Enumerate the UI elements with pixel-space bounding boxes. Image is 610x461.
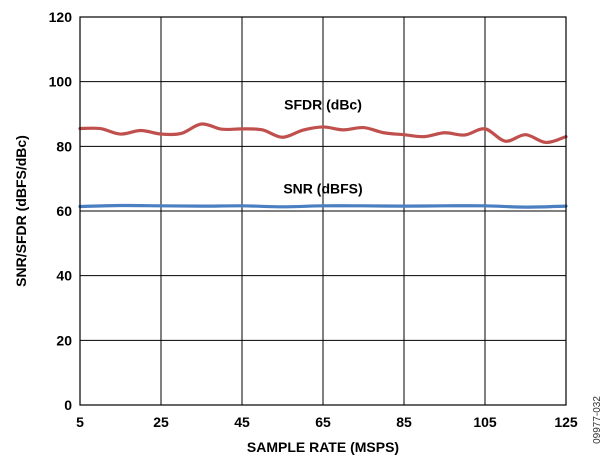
- y-tick-label-4: 80: [56, 138, 72, 154]
- y-tick-label-5: 100: [49, 74, 73, 90]
- series-label-sfdr-dbc: SFDR (dBc): [284, 96, 362, 112]
- x-tick-label-2: 45: [234, 414, 250, 430]
- y-tick-label-0: 0: [64, 397, 72, 413]
- x-tick-label-6: 125: [554, 414, 578, 430]
- y-tick-label-2: 40: [56, 268, 72, 284]
- y-tick-labels: 0 20 40 60 80 100 120: [49, 9, 73, 413]
- series-line-sfdr-dbc: [78, 122, 568, 145]
- y-tick-label-3: 60: [56, 203, 72, 219]
- figure-id: 09977-032: [592, 396, 603, 444]
- x-tick-label-4: 85: [396, 414, 412, 430]
- series-labels: SFDR (dBc) SNR (dBFS): [283, 96, 362, 196]
- x-tick-labels: 5 25 45 65 85 105 125: [76, 414, 578, 430]
- x-tick-label-5: 105: [473, 414, 497, 430]
- grid: [79, 16, 567, 406]
- x-tick-label-0: 5: [76, 414, 84, 430]
- series-label-snr-dbfs: SNR (dBFS): [283, 180, 362, 196]
- plot-border: [79, 16, 567, 406]
- y-tick-label-6: 120: [49, 9, 73, 25]
- y-axis-label: SNR/SFDR (dBFS/dBc): [13, 135, 29, 287]
- x-tick-label-1: 25: [153, 414, 169, 430]
- series-line-snr-dbfs: [78, 203, 568, 209]
- x-tick-label-3: 65: [315, 414, 331, 430]
- y-tick-label-1: 20: [56, 332, 72, 348]
- x-axis-label: SAMPLE RATE (MSPS): [247, 439, 399, 455]
- series-group: [78, 122, 568, 209]
